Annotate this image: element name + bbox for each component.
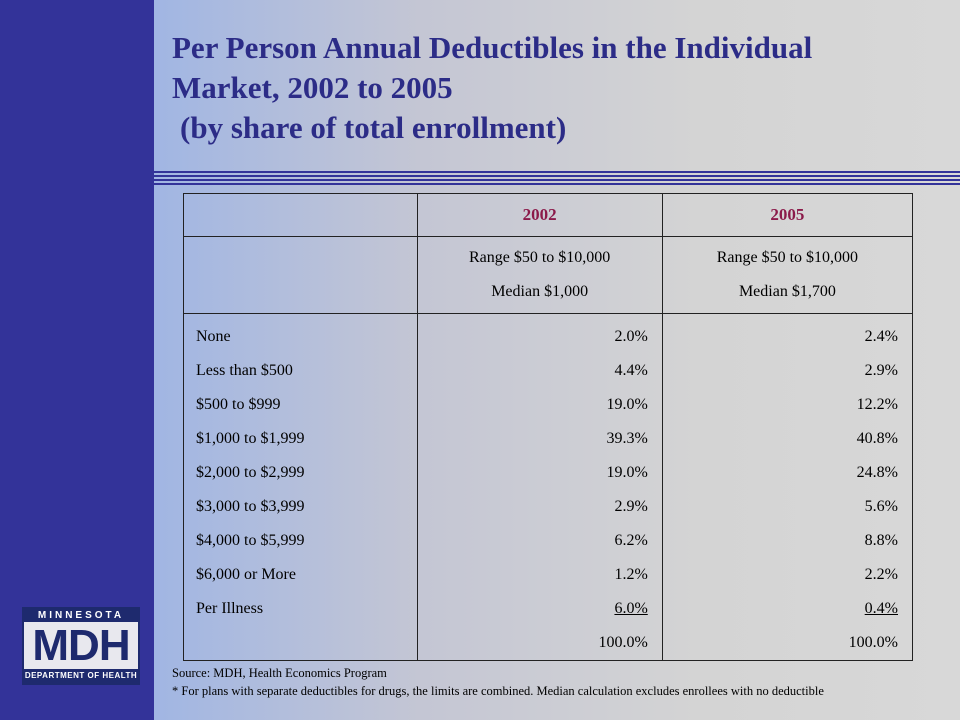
header-2005: 2005 [661, 193, 914, 237]
value-2002: 1.2% [614, 566, 648, 583]
value-2002: 19.0% [606, 464, 648, 481]
title-line-1: Per Person Annual Deductibles in the Ind… [172, 30, 813, 65]
values-2002-column: 2.0% 4.4% 19.0% 39.3% 19.0% 2.9% 6.2% 1.… [416, 313, 663, 661]
summary-2002: Range $50 to $10,000 Median $1,000 [416, 236, 663, 314]
left-sidebar-band [0, 0, 154, 720]
value-2002-underlined: 6.0% [614, 600, 648, 617]
value-2002-last: 6.0% [418, 592, 662, 626]
footnote-line: * For plans with separate deductibles fo… [172, 684, 824, 698]
header-blank-cell [183, 193, 418, 237]
value-2002: 4.4% [614, 362, 648, 379]
body-row: None Less than $500 $500 to $999 $1,000 … [183, 313, 914, 661]
title-divider-cap [154, 171, 166, 187]
value-2005: 2.9% [864, 362, 898, 379]
row-label: None [196, 328, 231, 345]
deductibles-table: 2002 2005 Range $50 to $10,000 Median $1… [183, 193, 914, 661]
value-2005: 24.8% [856, 464, 898, 481]
row-label: $500 to $999 [196, 396, 281, 413]
row-label: $4,000 to $5,999 [196, 532, 305, 549]
value-2005: 40.8% [856, 430, 898, 447]
value-2005-last: 0.4% [663, 592, 912, 626]
value-2005-underlined: 0.4% [864, 600, 898, 617]
row-label: Less than $500 [196, 362, 293, 379]
logo-state-text: MINNESOTA [24, 609, 138, 622]
row-label: $6,000 or More [196, 566, 296, 583]
total-2005: 100.0% [848, 634, 898, 651]
median-2002: Median $1,000 [491, 283, 589, 300]
year-header-row: 2002 2005 [183, 193, 914, 237]
source-notes: Source: MDH, Health Economics Program * … [172, 664, 952, 700]
summary-2005: Range $50 to $10,000 Median $1,700 [661, 236, 914, 314]
value-2005: 5.6% [864, 498, 898, 515]
title-divider [164, 171, 960, 187]
label-column: None Less than $500 $500 to $999 $1,000 … [183, 313, 418, 661]
row-label: $3,000 to $3,999 [196, 498, 305, 515]
value-2005: 12.2% [856, 396, 898, 413]
value-2002: 39.3% [606, 430, 648, 447]
value-2005: 2.4% [864, 328, 898, 345]
row-label: $2,000 to $2,999 [196, 464, 305, 481]
mdh-logo: MINNESOTA MDH DEPARTMENT OF HEALTH [22, 607, 140, 685]
row-label: Per Illness [196, 600, 264, 617]
range-2002: Range $50 to $10,000 [468, 249, 611, 266]
value-2002: 19.0% [606, 396, 648, 413]
title-line-2: Market, 2002 to 2005 [172, 70, 453, 105]
logo-dept-text: DEPARTMENT OF HEALTH [24, 669, 138, 683]
source-line: Source: MDH, Health Economics Program [172, 666, 387, 680]
value-2002: 2.9% [614, 498, 648, 515]
total-2002: 100.0% [598, 634, 648, 651]
values-2005-column: 2.4% 2.9% 12.2% 40.8% 24.8% 5.6% 8.8% 2.… [661, 313, 914, 661]
summary-row: Range $50 to $10,000 Median $1,000 Range… [183, 236, 914, 314]
value-2002: 2.0% [614, 328, 648, 345]
range-2005: Range $50 to $10,000 [716, 249, 859, 266]
row-label-total-blank [184, 626, 417, 660]
slide-title: Per Person Annual Deductibles in the Ind… [172, 28, 952, 148]
value-2005: 8.8% [864, 532, 898, 549]
header-2002: 2002 [416, 193, 663, 237]
value-2005: 2.2% [864, 566, 898, 583]
value-2002: 6.2% [614, 532, 648, 549]
median-2005: Median $1,700 [738, 283, 836, 300]
title-line-3: (by share of total enrollment) [180, 110, 567, 145]
summary-blank-cell [183, 236, 418, 314]
row-label: $1,000 to $1,999 [196, 430, 305, 447]
logo-mdh-text: MDH [32, 621, 130, 670]
